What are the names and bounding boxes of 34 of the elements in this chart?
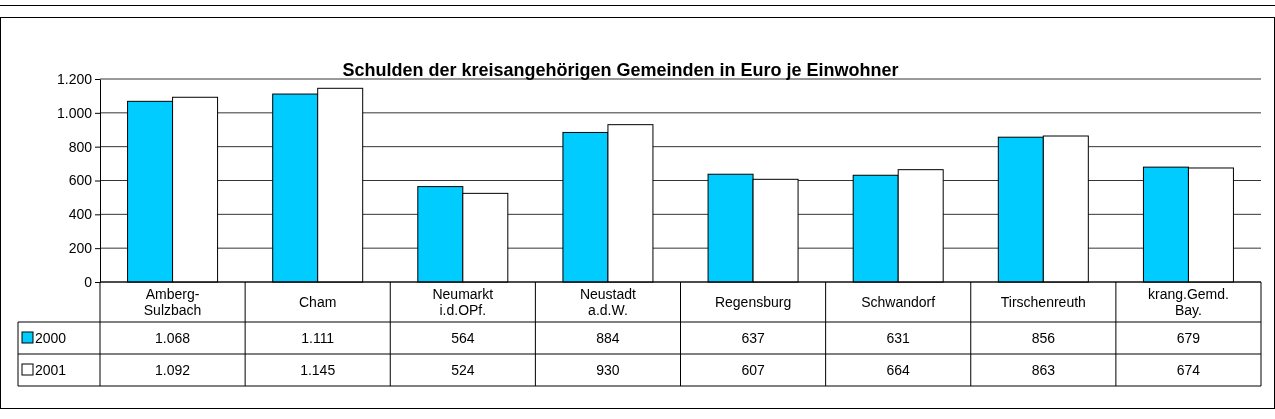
- y-tick-label: 0: [84, 273, 93, 290]
- y-tick-label: 800: [68, 138, 93, 155]
- data-label: 863: [1031, 362, 1056, 378]
- data-label: 856: [1031, 330, 1056, 346]
- y-tick-label: 200: [68, 240, 93, 257]
- data-label: 1.068: [155, 330, 191, 346]
- x-tick-label: Amberg-Sulzbach: [143, 286, 202, 318]
- y-tick-label: 1.200: [56, 70, 93, 87]
- data-label: 664: [886, 362, 911, 378]
- x-tick-label: Schwandorf: [861, 294, 936, 310]
- data-label: 930: [596, 362, 620, 378]
- y-tick-label: 1.000: [56, 104, 93, 121]
- x-tick-label: krang.Gemd. Bay.: [1147, 286, 1229, 318]
- x-tick-label: Neumarkt i.d.OPf.: [432, 286, 494, 318]
- x-tick-label: Neustadt a.d.W.: [579, 286, 637, 318]
- data-label: 1.145: [300, 362, 336, 378]
- data-label: 607: [741, 362, 765, 378]
- y-tick-label: 600: [68, 172, 93, 189]
- data-label: 564: [451, 330, 475, 346]
- x-tick-label: Tirschenreuth: [1000, 294, 1086, 310]
- y-tick-label: 400: [68, 206, 93, 223]
- data-label: 884: [596, 330, 620, 346]
- legend-label: 2000: [35, 330, 67, 346]
- data-label: 1.092: [155, 362, 191, 378]
- data-label: 524: [451, 362, 475, 378]
- data-label: 1.111: [301, 330, 335, 346]
- x-tick-label: Regensburg: [714, 294, 792, 310]
- data-label: 631: [886, 330, 911, 346]
- data-label: 637: [741, 330, 765, 346]
- chart-title: Schulden der kreisangehörigen Gemeinden in Euro je Einwohner: [342, 60, 899, 80]
- legend-label: 2001: [35, 362, 67, 378]
- x-tick-label: Cham: [299, 294, 337, 310]
- data-label: 679: [1176, 330, 1201, 346]
- data-label: 674: [1176, 362, 1201, 378]
